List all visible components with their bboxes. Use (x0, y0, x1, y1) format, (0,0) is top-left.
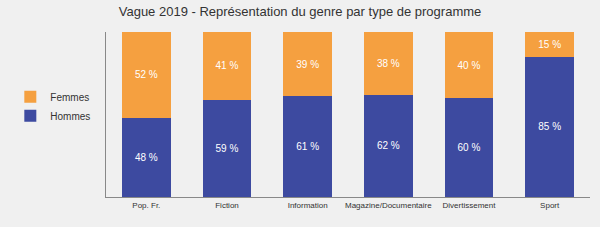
svg-text:Hommes: Hommes (50, 111, 90, 122)
svg-text:85 %: 85 % (538, 121, 561, 132)
svg-text:Magazine/Documentaire: Magazine/Documentaire (345, 201, 432, 210)
svg-text:Divertissement: Divertissement (443, 201, 497, 210)
svg-text:Pop. Fr.: Pop. Fr. (132, 201, 160, 210)
svg-text:61 %: 61 % (296, 141, 319, 152)
svg-text:60 %: 60 % (458, 142, 481, 153)
svg-text:41 %: 41 % (216, 60, 239, 71)
svg-text:Vague 2019 - Représentation du: Vague 2019 - Représentation du genre par… (119, 4, 482, 19)
svg-text:Fiction: Fiction (215, 201, 239, 210)
svg-text:Femmes: Femmes (50, 92, 89, 103)
svg-text:59 %: 59 % (216, 143, 239, 154)
svg-text:38 %: 38 % (377, 58, 400, 69)
svg-text:Sport: Sport (540, 201, 560, 210)
svg-text:40 %: 40 % (458, 60, 481, 71)
svg-text:48 %: 48 % (135, 152, 158, 163)
svg-text:Information: Information (288, 201, 328, 210)
svg-text:52 %: 52 % (135, 69, 158, 80)
svg-text:15 %: 15 % (538, 39, 561, 50)
svg-text:62 %: 62 % (377, 140, 400, 151)
svg-text:39 %: 39 % (296, 59, 319, 70)
